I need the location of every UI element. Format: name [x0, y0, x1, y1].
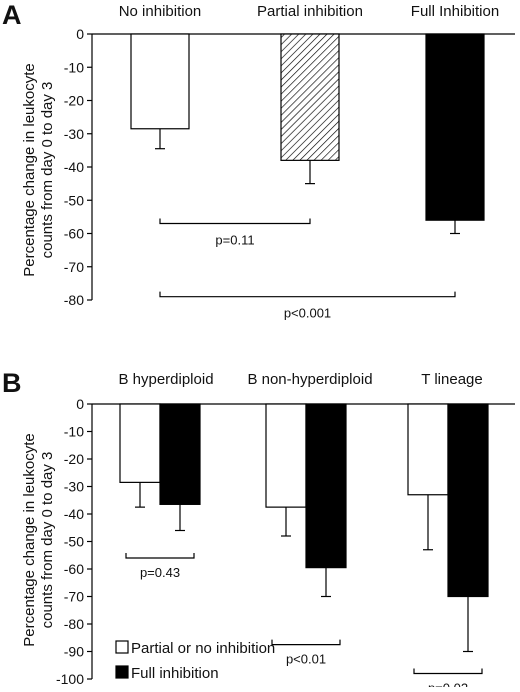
- y-tick-label: -90: [64, 644, 84, 660]
- y-tick-label: -30: [64, 126, 84, 142]
- bars-b: [119, 403, 489, 653]
- p-value-label: p=0.02: [428, 681, 468, 688]
- bars-a: [130, 33, 485, 235]
- y-tick-label: -40: [64, 159, 84, 175]
- panel-letter-b: B: [2, 368, 22, 398]
- bar: [407, 403, 449, 496]
- category-label: No inhibition: [119, 3, 202, 20]
- bar: [447, 403, 489, 598]
- bar: [130, 33, 190, 130]
- comparisons-a: p=0.11 p<0.001: [159, 218, 456, 321]
- category-labels-a: No inhibition Partial inhibition Full In…: [119, 3, 499, 20]
- bar: [159, 403, 201, 505]
- y-axis-label-line-2: counts from day 0 to day 3: [39, 452, 56, 629]
- y-tick-label: -60: [64, 226, 84, 242]
- legend-swatch-full: [115, 665, 129, 679]
- y-axis-label-line-1: Percentage change in leukocyte: [21, 63, 38, 276]
- bar: [280, 33, 340, 161]
- comparison-bracket: [271, 639, 341, 646]
- category-label: B non-hyperdiploid: [247, 371, 372, 388]
- comparison-bracket: [159, 218, 311, 225]
- y-tick-label: -50: [64, 534, 84, 550]
- comparison-bracket: [159, 291, 456, 298]
- comparison-bracket: [413, 668, 483, 675]
- y-tick-label: -30: [64, 479, 84, 495]
- y-tick-label: -100: [56, 671, 84, 687]
- panel-letter-a: A: [2, 0, 22, 30]
- y-tick-label: -10: [64, 424, 84, 440]
- legend-label-partial: Partial or no inhibition: [131, 640, 275, 657]
- y-tick-label: -70: [64, 589, 84, 605]
- panel-a: A Percentage change in leukocyte counts …: [2, 0, 515, 321]
- bar: [119, 403, 161, 483]
- y-tick-label: -60: [64, 561, 84, 577]
- y-tick-label: 0: [76, 396, 84, 412]
- bar: [425, 33, 485, 221]
- p-value-label: p<0.001: [284, 306, 331, 321]
- category-label: Full Inhibition: [411, 3, 499, 20]
- comparison-bracket: [125, 553, 195, 559]
- y-tick-label: -40: [64, 506, 84, 522]
- p-value-label: p<0.01: [286, 652, 326, 667]
- y-tick-label: -80: [64, 616, 84, 632]
- comparisons-b: p=0.43 p<0.01 p=0.02: [125, 553, 483, 692]
- y-tick-label: -20: [64, 451, 84, 467]
- y-tick-label: -10: [64, 59, 84, 75]
- p-value-label: p=0.11: [215, 233, 254, 248]
- category-label: T lineage: [421, 371, 482, 388]
- category-label: B hyperdiploid: [118, 371, 213, 388]
- y-tick-label: 0: [76, 26, 84, 42]
- category-label: Partial inhibition: [257, 3, 363, 20]
- y-tick-label: -80: [64, 292, 84, 308]
- y-axis-label-line-1: Percentage change in leukocyte: [21, 433, 38, 646]
- bar: [305, 403, 347, 569]
- y-tick-label: -50: [64, 192, 84, 208]
- y-tick-label: -20: [64, 93, 84, 109]
- legend-swatch-partial: [115, 640, 129, 654]
- y-axis-label-b: Percentage change in leukocyte counts fr…: [21, 433, 56, 646]
- y-ticks-a: 0 -10 -20 -30 -40 -50 -60 -70 -80: [64, 26, 515, 308]
- p-value-label: p=0.43: [140, 565, 180, 580]
- legend-label-full: Full inhibition: [131, 665, 219, 682]
- panel-b: B Percentage change in leukocyte counts …: [2, 368, 515, 692]
- y-axis-label-a: Percentage change in leukocyte counts fr…: [21, 63, 56, 276]
- category-labels-b: B hyperdiploid B non-hyperdiploid T line…: [118, 371, 482, 388]
- bar: [265, 403, 307, 508]
- y-axis-label-line-2: counts from day 0 to day 3: [39, 82, 56, 259]
- y-tick-label: -70: [64, 259, 84, 275]
- legend: Partial or no inhibition Full inhibition: [115, 640, 275, 682]
